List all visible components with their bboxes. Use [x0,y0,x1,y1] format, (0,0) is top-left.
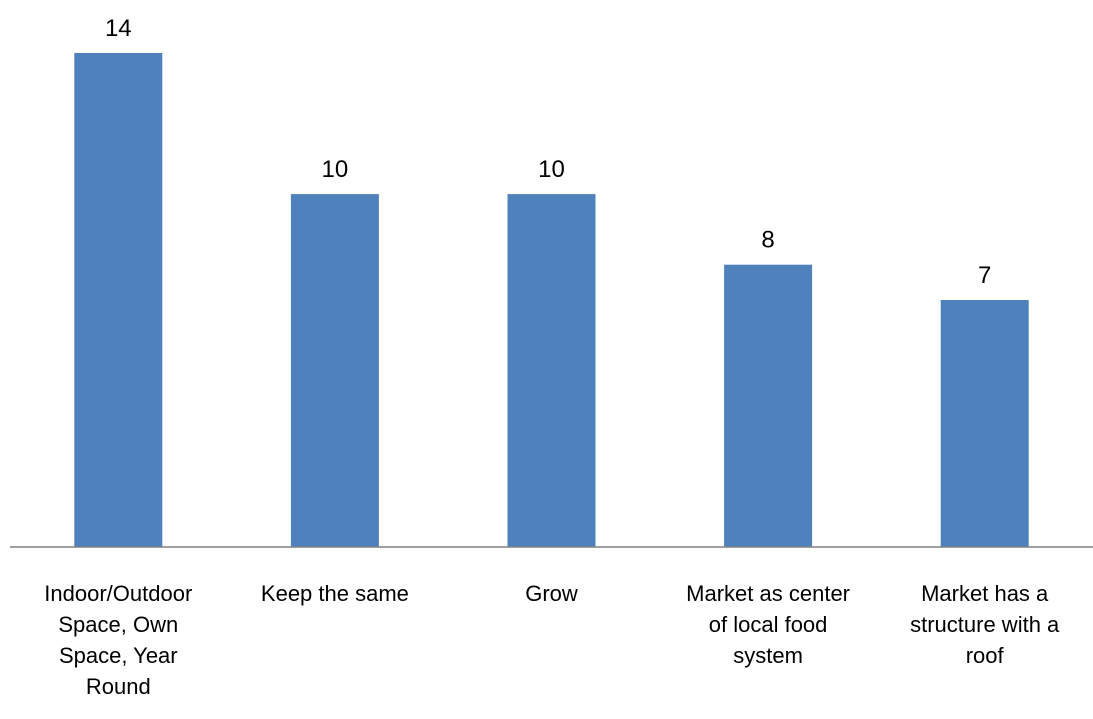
bar-5 [940,300,1029,547]
category-label-line: Market has a [921,581,1049,606]
bar-4 [724,264,813,547]
category-label-2: Keep the same [261,581,409,606]
data-label-5: 7 [978,262,991,289]
category-label-line: Keep the same [261,581,409,606]
category-label-line: Space, Own [58,612,178,637]
category-label-line: system [733,643,803,668]
category-label-4: Market as center of local food system [686,581,850,668]
bar-3 [507,194,596,547]
category-label-line: structure with a [910,612,1060,637]
category-label-line: of local food [709,612,828,637]
category-label-5: Market has a structure with a roof [910,581,1060,668]
bar-2 [290,194,379,547]
category-label-line: Space, Year [59,643,178,668]
category-label-line: roof [966,643,1005,668]
data-label-1: 14 [105,15,132,42]
category-label-3: Grow [525,581,578,606]
category-label-line: Market as center [686,581,850,606]
data-label-4: 8 [761,227,774,254]
data-labels-layer: 14 10 10 8 7 [105,15,991,289]
data-label-2: 10 [322,156,349,183]
category-labels-layer: Indoor/Outdoor Space, Own Space, Year Round… [44,581,1060,699]
data-label-3: 10 [538,156,565,183]
bar-1 [74,53,163,547]
category-label-1: Indoor/Outdoor Space, Own Space, Year Round [44,581,192,699]
category-label-line: Indoor/Outdoor [44,581,192,606]
category-label-line: Grow [525,581,578,606]
category-label-line: Round [86,674,151,699]
bars-layer [74,53,1029,547]
